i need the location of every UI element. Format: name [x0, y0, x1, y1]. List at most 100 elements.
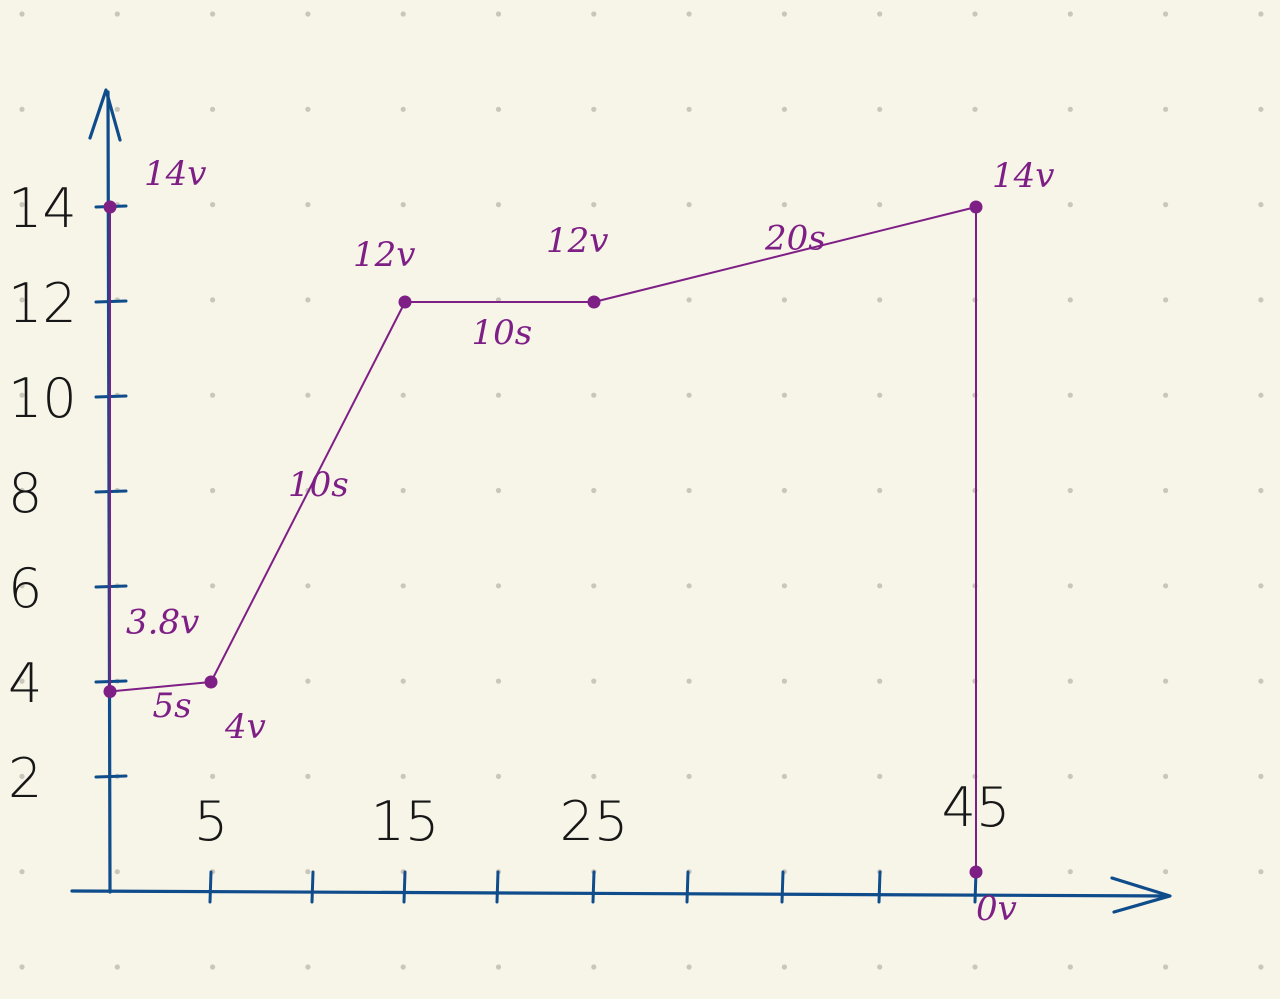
- series-line: [109, 206, 977, 872]
- grid-dot: [19, 487, 25, 494]
- grid-dot: [1067, 869, 1073, 875]
- grid-dot: [1067, 202, 1073, 208]
- grid-dot: [781, 202, 788, 208]
- grid-dot: [400, 11, 406, 17]
- data-point: [103, 200, 117, 214]
- grid-dot: [305, 11, 311, 17]
- segment-label: 5s: [153, 686, 192, 726]
- grid-dot: [210, 583, 216, 589]
- point-label: 0v: [976, 889, 1017, 929]
- grid-dot: [1258, 678, 1264, 684]
- grid-dot: [1163, 297, 1169, 303]
- grid-dot: [114, 869, 120, 875]
- x-axis-line: [70, 889, 1170, 898]
- grid-dot: [495, 773, 502, 780]
- data-point: [398, 295, 412, 309]
- grid-dot: [972, 964, 978, 970]
- grid-dot: [495, 487, 502, 494]
- grid-dot: [19, 869, 25, 875]
- grid-dot: [19, 392, 25, 398]
- grid-dot: [210, 106, 216, 112]
- grid-dot: [114, 964, 120, 970]
- grid-dot: [1258, 869, 1264, 875]
- point-label: 12v: [546, 221, 608, 261]
- grid-dot: [781, 392, 788, 398]
- grid-dot: [1163, 106, 1169, 112]
- grid-dot: [19, 773, 25, 780]
- grid-dot: [686, 678, 692, 684]
- grid-dot: [591, 583, 597, 589]
- grid-dot: [305, 964, 311, 970]
- grid-dot: [781, 964, 788, 970]
- grid-dot: [686, 297, 692, 303]
- point-label: 4v: [224, 707, 266, 747]
- y-axis-arrowhead: [88, 88, 122, 142]
- grid-dot: [400, 773, 406, 780]
- y-tick-label: 8: [8, 462, 42, 525]
- grid-dot: [1163, 202, 1169, 208]
- grid-dot: [1258, 297, 1264, 303]
- grid-dot: [591, 773, 597, 780]
- grid-dot: [19, 202, 25, 208]
- grid-dot: [19, 678, 25, 684]
- grid-dot: [400, 964, 406, 970]
- grid-dot: [781, 297, 788, 303]
- grid-dot: [210, 392, 216, 398]
- grid-dot: [686, 106, 692, 112]
- grid-dot: [591, 392, 597, 398]
- grid-dot: [1258, 583, 1264, 589]
- grid-dot: [305, 869, 311, 875]
- grid-dot: [1258, 964, 1264, 970]
- grid-dot: [19, 583, 25, 589]
- grid-dot: [781, 678, 788, 684]
- grid-dot: [400, 487, 406, 494]
- grid-dot: [877, 964, 883, 970]
- y-tick-label: 12: [8, 272, 77, 335]
- x-axis-tick: [310, 870, 315, 904]
- grid-dot: [305, 773, 311, 780]
- point-label: 12v: [353, 235, 415, 275]
- grid-dot: [210, 11, 216, 17]
- grid-dot: [591, 964, 597, 970]
- grid-dot: [1067, 583, 1073, 589]
- grid-dot: [781, 583, 788, 589]
- grid-dot: [591, 11, 597, 17]
- x-tick-label: 5: [194, 790, 228, 853]
- grid-dot: [495, 392, 502, 398]
- grid-dot: [19, 297, 25, 303]
- grid-dot: [781, 106, 788, 112]
- data-point: [204, 675, 218, 689]
- grid-dot: [591, 202, 597, 208]
- segment-label: 10s: [288, 465, 349, 505]
- grid-dot: [877, 202, 883, 208]
- x-axis-tick: [402, 870, 407, 904]
- x-axis-tick: [208, 870, 213, 904]
- grid-dot: [495, 583, 502, 589]
- grid-dot: [877, 106, 883, 112]
- grid-dot: [1258, 773, 1264, 780]
- point-label: 14v: [992, 156, 1054, 196]
- y-tick-label: 10: [8, 367, 77, 430]
- grid-dot: [591, 487, 597, 494]
- data-point: [969, 200, 983, 214]
- data-point: [587, 295, 601, 309]
- grid-dot: [877, 773, 883, 780]
- grid-dot: [114, 106, 120, 112]
- point-label: 3.8v: [126, 603, 199, 643]
- grid-dot: [305, 392, 311, 398]
- y-axis-tick: [94, 774, 128, 779]
- grid-dot: [1163, 583, 1169, 589]
- grid-dot: [877, 392, 883, 398]
- grid-dot: [114, 11, 120, 17]
- grid-dot: [1258, 392, 1264, 398]
- grid-dot: [495, 964, 502, 970]
- grid-dot: [781, 11, 788, 17]
- grid-dot: [1163, 678, 1169, 684]
- grid-dot: [1163, 773, 1169, 780]
- y-tick-label: 14: [8, 177, 77, 240]
- grid-dot: [1067, 11, 1073, 17]
- grid-dot: [305, 297, 311, 303]
- grid-dot: [972, 106, 978, 112]
- grid-dot: [1258, 106, 1264, 112]
